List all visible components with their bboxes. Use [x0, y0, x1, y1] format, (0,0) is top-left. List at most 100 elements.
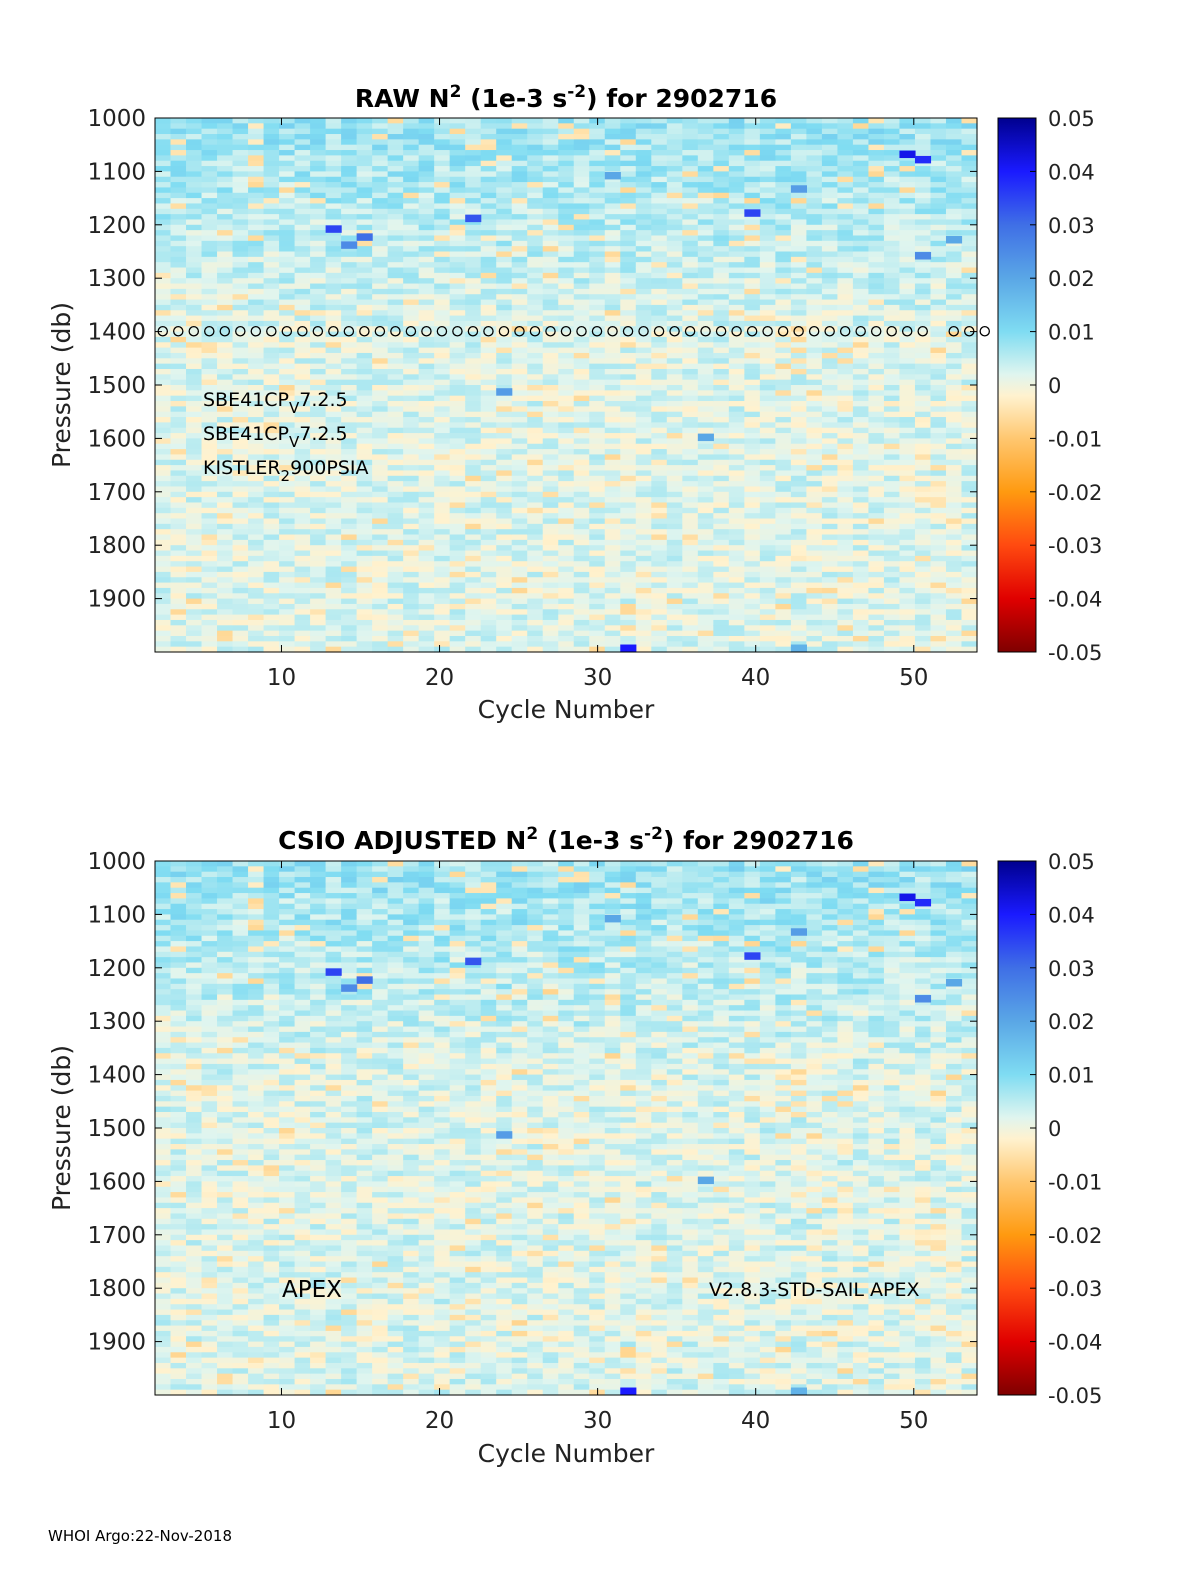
heatmap-cell	[170, 625, 187, 632]
heatmap-cell	[418, 630, 435, 637]
heatmap-cell	[759, 347, 776, 354]
heatmap-cell	[558, 219, 575, 226]
heatmap-cell	[728, 326, 745, 333]
heatmap-cell	[899, 192, 916, 199]
heatmap-cell	[542, 374, 559, 381]
heatmap-cell	[263, 347, 280, 354]
heatmap-cell	[310, 299, 327, 306]
heatmap-cell	[651, 358, 668, 365]
heatmap-cell	[201, 411, 218, 418]
heatmap-cell	[728, 272, 745, 279]
heatmap-cell	[542, 566, 559, 573]
heatmap-cell	[496, 203, 513, 210]
heatmap-cell	[713, 235, 730, 242]
heatmap-cell	[775, 246, 792, 253]
heatmap-cell	[899, 614, 916, 621]
heatmap-cell	[248, 294, 265, 301]
heatmap-cell	[248, 465, 265, 472]
heatmap-cell	[620, 310, 637, 317]
heatmap-cell	[744, 224, 761, 231]
heatmap-cell	[806, 411, 823, 418]
heatmap-cell	[511, 614, 528, 621]
heatmap-cell	[310, 139, 327, 146]
heatmap-cell	[310, 272, 327, 279]
heatmap-cell	[527, 593, 544, 600]
heatmap-cell	[372, 385, 389, 391]
heatmap-cell	[186, 411, 203, 418]
heatmap-cell	[310, 182, 327, 189]
heatmap-cell	[852, 518, 870, 525]
heatmap-cell	[697, 534, 714, 541]
heatmap-cell	[527, 203, 544, 210]
heatmap-cell	[604, 192, 621, 199]
heatmap-cell	[480, 635, 497, 642]
heatmap-cell	[790, 352, 807, 359]
heatmap-cell	[465, 630, 482, 637]
heatmap-cell	[821, 320, 839, 327]
heatmap-cell	[449, 550, 466, 557]
heatmap-cell	[821, 368, 839, 375]
heatmap-cell	[682, 406, 699, 413]
heatmap-cell	[914, 390, 932, 397]
heatmap-cell	[821, 454, 839, 461]
heatmap-cell	[759, 139, 776, 146]
heatmap-cell	[449, 593, 466, 600]
heatmap-cell	[651, 198, 668, 205]
heatmap-cell	[248, 545, 265, 552]
heatmap-cell	[666, 235, 683, 242]
heatmap-cells	[155, 118, 978, 653]
heatmap-cell	[821, 587, 839, 594]
heatmap-cell	[387, 272, 404, 279]
heatmap-cell	[713, 310, 730, 317]
heatmap-cell	[682, 160, 699, 167]
heatmap-cell	[434, 379, 451, 386]
heatmap-cell	[434, 614, 451, 621]
heatmap-cell	[527, 230, 544, 237]
heatmap-cell	[883, 465, 901, 472]
heatmap-cell	[744, 443, 761, 450]
heatmap-cell	[279, 603, 296, 610]
heatmap-cell	[806, 459, 823, 466]
heatmap-cell	[542, 481, 559, 488]
heatmap-cell	[248, 176, 265, 183]
heatmap-cell	[465, 465, 482, 472]
heatmap-cell	[573, 272, 590, 279]
heatmap-cell	[914, 283, 932, 290]
heatmap-cell	[604, 256, 621, 263]
heatmap-cell	[294, 198, 311, 205]
heatmap-cell	[852, 246, 870, 253]
heatmap-cell	[821, 513, 839, 520]
heatmap-cell	[263, 390, 280, 397]
heatmap-cell	[217, 417, 234, 423]
heatmap-cell	[294, 438, 311, 445]
heatmap-cell	[403, 352, 420, 359]
heatmap-cell	[434, 304, 451, 311]
heatmap-cell	[728, 283, 745, 290]
heatmap-cell	[356, 507, 373, 514]
heatmap-cell	[279, 219, 296, 226]
heatmap-cell	[279, 267, 296, 274]
heatmap-cell	[170, 219, 187, 226]
heatmap-cell	[713, 411, 730, 418]
heatmap-cell	[434, 598, 451, 605]
heatmap-cell	[294, 251, 311, 258]
heatmap-cell	[744, 406, 761, 413]
heatmap-cell	[387, 401, 404, 407]
heatmap-cell	[852, 155, 870, 162]
heatmap-cell	[573, 294, 590, 301]
heatmap-cell	[852, 641, 870, 648]
heatmap-cell	[558, 374, 575, 381]
heatmap-cell	[248, 182, 265, 189]
heatmap-cell	[635, 566, 652, 573]
heatmap-cell	[155, 310, 172, 317]
heatmap-cell	[914, 427, 932, 434]
heatmap-cell	[325, 363, 342, 370]
heatmap-cell	[480, 486, 497, 493]
heatmap-cell	[155, 288, 172, 295]
heatmap-cell	[899, 449, 916, 456]
heatmap-cell	[697, 411, 714, 418]
heatmap-cell	[449, 411, 466, 418]
heatmap-cell	[651, 449, 668, 456]
heatmap-cell	[821, 523, 839, 530]
heatmap-cell	[186, 390, 203, 397]
